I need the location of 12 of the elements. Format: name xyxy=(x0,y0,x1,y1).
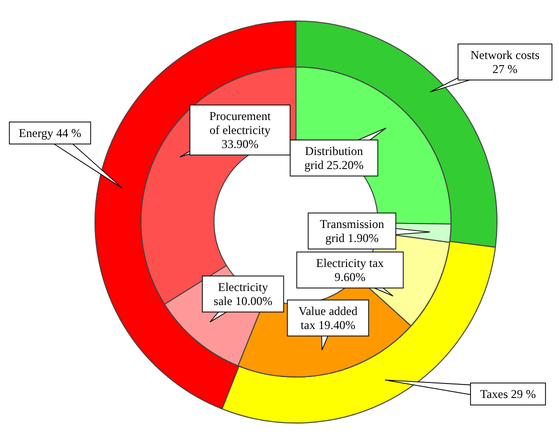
data-label: 9.60% xyxy=(334,270,366,284)
slice-label: Value added tax 19.40% xyxy=(298,304,358,332)
slice-label: Procurement of electricity xyxy=(209,109,272,137)
slice-label: Transmission grid 1.90% xyxy=(320,217,384,245)
slice-label: Energy 44 % xyxy=(18,126,82,140)
data-label: 33.90% xyxy=(222,137,258,151)
data-label: 27 % xyxy=(492,62,518,76)
slice-label: Network costs xyxy=(470,48,540,62)
slice-label: Electricity tax xyxy=(316,256,384,270)
slice-label: Taxes 29 % xyxy=(480,387,536,401)
slice-label: Distribution grid 25.20% xyxy=(304,144,364,172)
slice-label: Electricity sale 10.00% xyxy=(214,280,272,308)
